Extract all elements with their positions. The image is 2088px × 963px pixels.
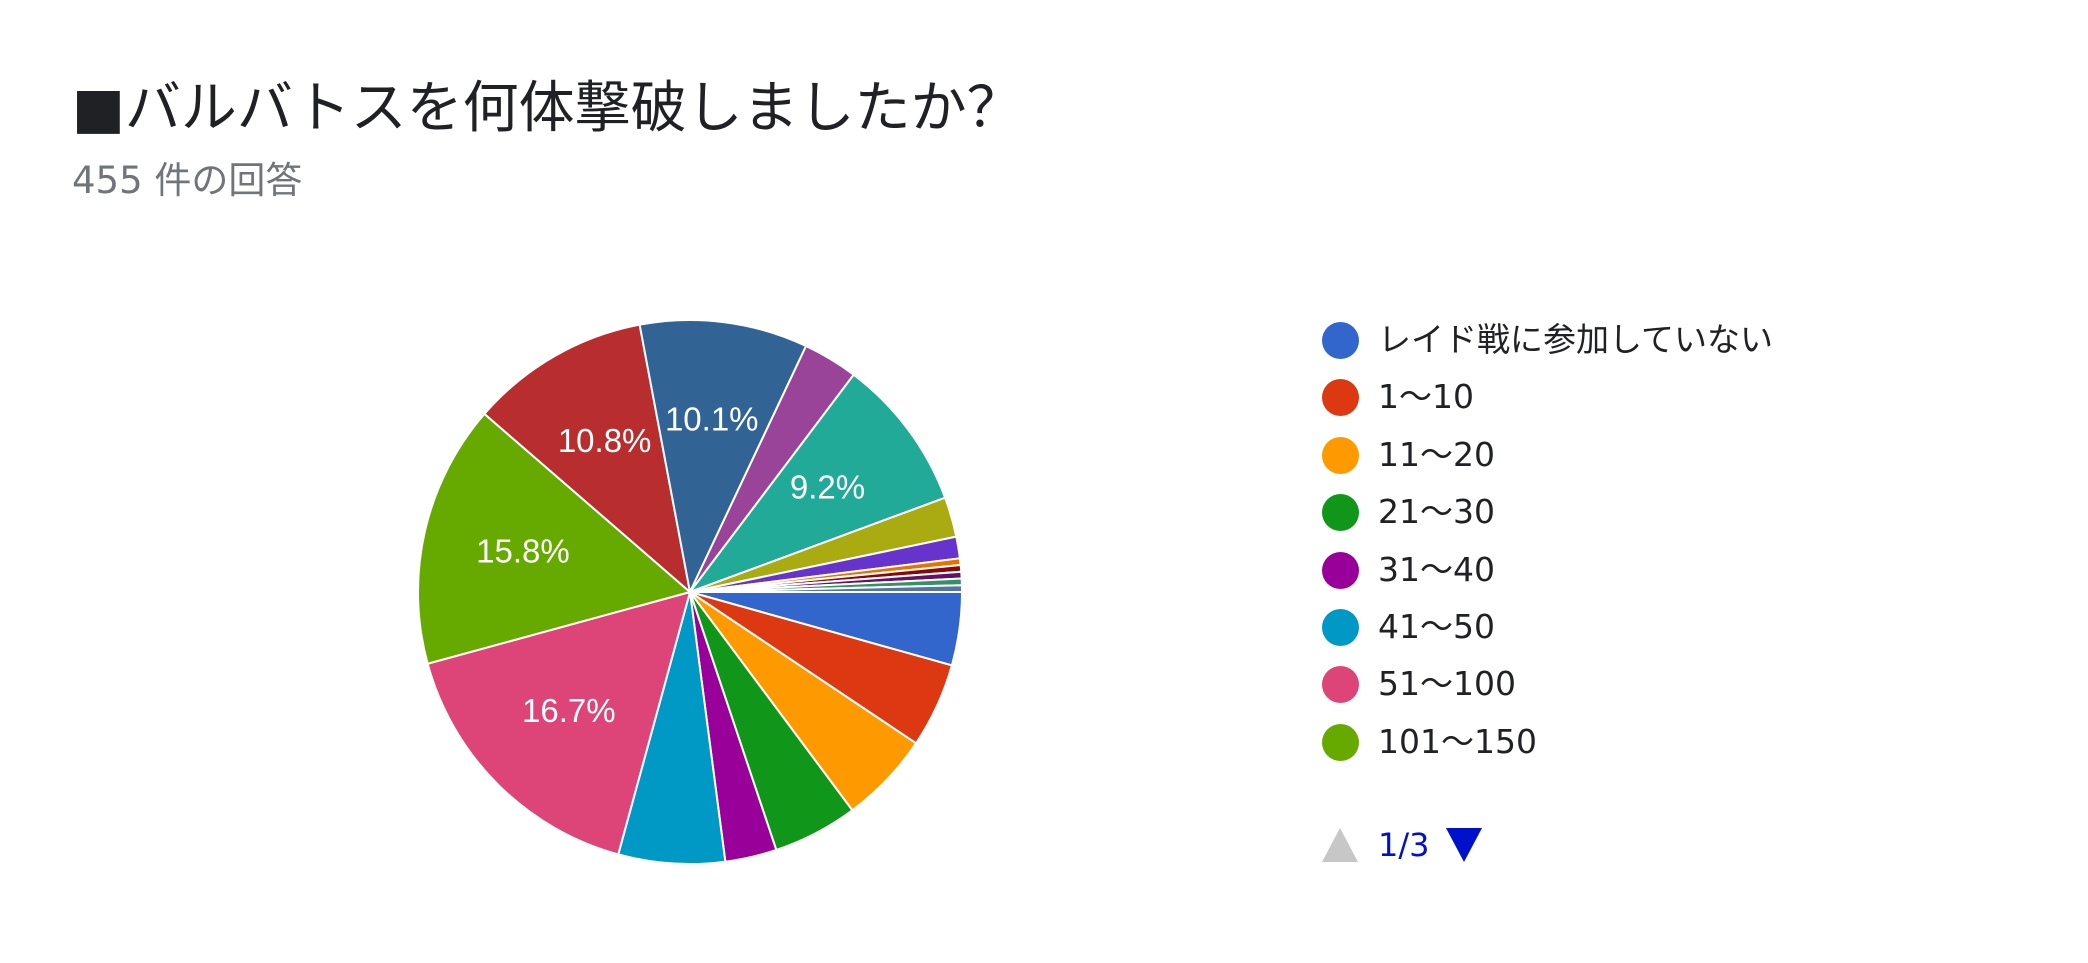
pie-slice-label-6: 16.7% [522, 692, 616, 729]
pie-slice-label-9: 10.1% [665, 401, 759, 438]
pie-slice-9[interactable] [638, 319, 808, 596]
legend-label: 41〜50 [1378, 606, 1495, 646]
pie-slice-11[interactable] [687, 373, 947, 595]
pie-slice-8[interactable] [483, 323, 692, 595]
pie-slice-label-11: 9.2% [790, 468, 865, 505]
pie-slice-7[interactable] [417, 412, 693, 665]
legend-swatch [1322, 608, 1359, 646]
legend-swatch [1322, 551, 1359, 589]
pie-slice-6[interactable] [426, 590, 692, 856]
legend-swatch [1322, 436, 1359, 474]
legend-swatch [1322, 723, 1359, 761]
pager-up-icon[interactable] [1322, 828, 1358, 862]
legend-label: 31〜40 [1378, 549, 1495, 589]
legend-label: レイド戦に参加していない [1378, 320, 1774, 359]
legend-label: 1〜10 [1378, 377, 1474, 417]
legend-label: 51〜100 [1378, 664, 1516, 704]
legend-label: 101〜150 [1378, 721, 1537, 761]
response-count: 455 件の回答 [72, 159, 303, 202]
pie-slice-label-8: 10.8% [558, 422, 652, 459]
chart-title: ■バルバトスを何体撃破しましたか？ [72, 76, 1023, 141]
legend-swatch [1322, 322, 1359, 359]
legend-swatch [1322, 666, 1359, 704]
legend-label: 11〜20 [1378, 434, 1495, 474]
pie-slice-label-7: 15.8% [476, 533, 570, 570]
legend-swatch [1322, 494, 1359, 532]
pager-page-indicator: 1/3 [1378, 826, 1430, 864]
pager-down-icon[interactable] [1446, 828, 1482, 862]
pie-slice-18[interactable] [689, 584, 964, 593]
legend-swatch [1322, 379, 1359, 417]
legend-label: 21〜30 [1378, 492, 1495, 532]
